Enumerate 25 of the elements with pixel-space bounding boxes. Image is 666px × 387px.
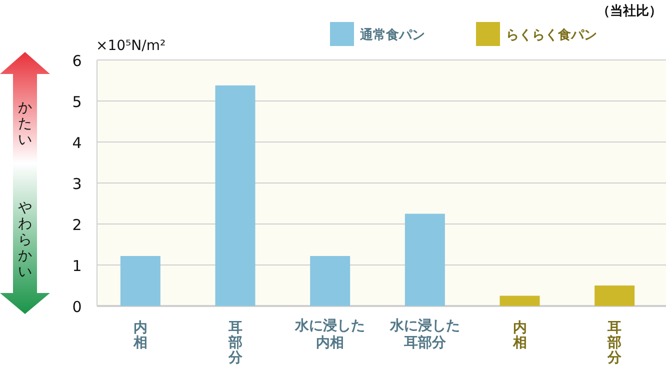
x-tick-label: 水に浸した内相: [294, 318, 366, 352]
bar: [120, 256, 160, 306]
x-tick-label: 耳部分: [606, 320, 623, 366]
y-tick-label: 3: [72, 175, 82, 193]
y-tick-label: 2: [72, 216, 82, 234]
y-tick-label: 6: [72, 52, 82, 70]
bar: [500, 296, 540, 306]
y-tick-label: 0: [72, 298, 82, 316]
text: （当社比）: [597, 3, 662, 19]
bar: [215, 85, 256, 306]
x-tick-label: 水に浸した耳部分: [388, 318, 461, 352]
text: かたい: [18, 100, 32, 148]
text: やわらかい: [18, 200, 32, 280]
x-tick-label: 耳部分: [227, 320, 244, 366]
y-tick-label: 1: [72, 257, 82, 275]
legend-label: 通常食パン: [359, 27, 425, 43]
x-tick-label: 内相: [512, 320, 527, 351]
y-axis-title: ×10⁵N/m²: [96, 38, 166, 54]
bar: [310, 256, 350, 306]
y-tick-label: 4: [72, 134, 82, 152]
x-tick-label: 内相: [132, 320, 148, 351]
legend-label: らくらく食パン: [506, 28, 597, 43]
bar: [594, 286, 635, 306]
y-tick-label: 5: [72, 93, 82, 111]
bar: [404, 214, 445, 306]
